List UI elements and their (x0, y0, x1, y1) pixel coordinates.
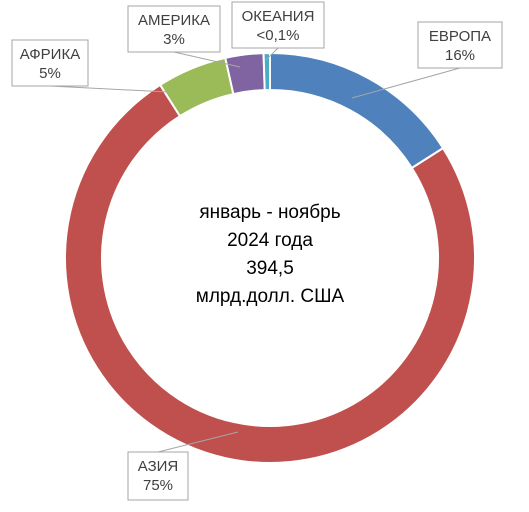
slice-1 (269, 51, 445, 170)
slice-name-label: АМЕРИКА (138, 12, 210, 29)
slice-percent-label: 3% (163, 31, 185, 48)
slice-percent-label: <0,1% (257, 27, 300, 44)
leader-line-3 (49, 85, 169, 93)
label-box-1 (417, 21, 503, 69)
slice-name-label: АФРИКА (20, 46, 80, 63)
slice-name-label: АЗИЯ (138, 458, 179, 475)
slice-5 (262, 51, 271, 92)
slice-4 (224, 52, 266, 96)
labels-group: ЕВРОПА 16% АЗИЯ 75% АФРИКА 5% АМЕРИКА 3% ОКЕАНИЯ… (11, 1, 503, 501)
leader-line-4 (173, 51, 241, 68)
leader-line-5 (265, 47, 279, 61)
leader-line-2 (157, 431, 239, 453)
label-box-5 (231, 1, 325, 49)
slice-percent-label: 75% (143, 477, 173, 494)
center-text-line-3: 394,5 (246, 258, 294, 279)
slice-name-label: ЕВРОПА (429, 28, 491, 45)
label-box-2 (127, 451, 189, 501)
slice-name-label: ОКЕАНИЯ (242, 8, 315, 25)
center-text-line-2: 2024 года (227, 230, 313, 251)
leader-lines-group (49, 47, 461, 453)
label-box-3 (11, 39, 89, 87)
slice-percent-label: 16% (445, 47, 475, 64)
center-text-line-1: январь - ноябрь (199, 202, 340, 223)
leader-line-1 (351, 67, 461, 99)
center-text-group: январь - ноябрь 2024 года 394,5 млрд.дол… (196, 202, 345, 307)
slices-group (64, 51, 476, 464)
slice-percent-label: 5% (39, 65, 61, 82)
slice-2 (64, 83, 476, 464)
center-text-line-4: млрд.долл. США (196, 286, 345, 307)
label-box-4 (127, 5, 221, 53)
